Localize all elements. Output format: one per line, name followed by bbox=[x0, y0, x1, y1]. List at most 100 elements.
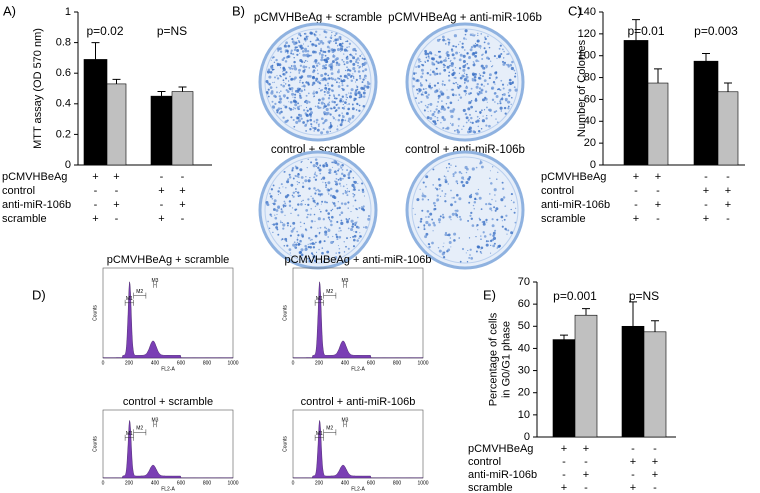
plate-rim bbox=[264, 28, 372, 136]
colony bbox=[468, 119, 470, 121]
colony bbox=[339, 256, 341, 258]
histogram-y-label: Counts bbox=[282, 436, 288, 452]
error-bar bbox=[702, 53, 710, 62]
colony bbox=[495, 95, 499, 98]
colony bbox=[344, 119, 347, 122]
colony bbox=[497, 171, 499, 173]
colony bbox=[296, 37, 299, 39]
colony bbox=[358, 206, 361, 210]
colony bbox=[321, 97, 325, 101]
colony bbox=[450, 219, 452, 221]
colony bbox=[352, 67, 356, 71]
colony bbox=[298, 87, 302, 90]
histogram-x-tick: 800 bbox=[393, 360, 402, 366]
colony bbox=[313, 61, 315, 63]
colony bbox=[481, 109, 483, 112]
colony bbox=[272, 208, 276, 211]
colony bbox=[297, 119, 301, 123]
colony bbox=[298, 72, 300, 74]
colony bbox=[364, 74, 366, 77]
colony bbox=[465, 180, 469, 185]
colony bbox=[507, 229, 510, 232]
colony bbox=[507, 107, 510, 110]
histogram-x-tick: 800 bbox=[203, 360, 212, 366]
colony bbox=[317, 227, 319, 229]
condition-mark: + bbox=[725, 199, 731, 211]
colony bbox=[355, 53, 357, 55]
colony bbox=[467, 109, 469, 111]
colony bbox=[470, 211, 473, 215]
colony bbox=[482, 115, 484, 117]
colony bbox=[498, 54, 502, 58]
colony bbox=[340, 166, 343, 169]
colony bbox=[452, 175, 455, 178]
colony bbox=[296, 180, 299, 183]
colony bbox=[356, 85, 358, 86]
colony bbox=[462, 54, 466, 58]
colony bbox=[443, 175, 446, 177]
y-axis-label: MTT assay (OD 570 nm) bbox=[32, 28, 44, 149]
colony bbox=[285, 240, 288, 242]
colony bbox=[360, 95, 363, 98]
colony bbox=[291, 38, 294, 41]
colony bbox=[299, 221, 302, 224]
colony bbox=[332, 117, 336, 120]
colony bbox=[346, 187, 348, 190]
colony bbox=[335, 97, 338, 100]
colony bbox=[299, 114, 303, 118]
colony bbox=[468, 176, 472, 179]
colony bbox=[352, 62, 356, 66]
colony bbox=[414, 213, 416, 216]
colony bbox=[322, 67, 324, 70]
colony bbox=[514, 221, 517, 224]
colony bbox=[464, 49, 466, 51]
colony bbox=[514, 75, 517, 78]
colony bbox=[442, 246, 444, 248]
colony bbox=[294, 46, 297, 49]
colony bbox=[456, 209, 459, 213]
colony bbox=[494, 229, 497, 232]
colony bbox=[465, 171, 468, 174]
colony bbox=[284, 204, 287, 207]
colony bbox=[477, 76, 481, 80]
colony bbox=[306, 216, 309, 219]
y-tick-label: 1 bbox=[65, 6, 71, 18]
colony bbox=[470, 257, 474, 260]
colony bbox=[276, 75, 278, 77]
bar bbox=[150, 95, 173, 166]
colony bbox=[324, 54, 327, 57]
condition-name: anti-miR-106b bbox=[2, 199, 71, 211]
colony bbox=[511, 96, 513, 99]
colony bbox=[417, 64, 421, 68]
colony bbox=[295, 243, 298, 246]
colony bbox=[352, 48, 356, 52]
colony bbox=[310, 208, 312, 210]
colony bbox=[305, 94, 308, 97]
colony bbox=[501, 83, 505, 86]
condition-name: control bbox=[2, 185, 35, 197]
colony bbox=[309, 107, 313, 111]
colony bbox=[293, 42, 296, 46]
p-value: p=0.003 bbox=[694, 24, 738, 38]
colony bbox=[493, 242, 496, 245]
colony bbox=[315, 161, 319, 165]
colony bbox=[501, 225, 504, 228]
colony bbox=[354, 224, 357, 227]
condition-mark: + bbox=[652, 469, 658, 481]
colony bbox=[480, 235, 482, 237]
colony bbox=[460, 172, 463, 175]
colony bbox=[273, 94, 276, 98]
colony bbox=[356, 85, 359, 89]
colony bbox=[317, 193, 320, 196]
colony bbox=[305, 65, 308, 68]
colony bbox=[304, 179, 308, 183]
colony bbox=[329, 130, 331, 133]
colony bbox=[471, 121, 474, 125]
colony bbox=[443, 83, 446, 86]
bar bbox=[693, 60, 719, 166]
colony bbox=[454, 129, 456, 132]
colony bbox=[351, 114, 355, 118]
colony bbox=[336, 58, 339, 60]
colony bbox=[346, 220, 349, 224]
colony bbox=[338, 251, 341, 254]
